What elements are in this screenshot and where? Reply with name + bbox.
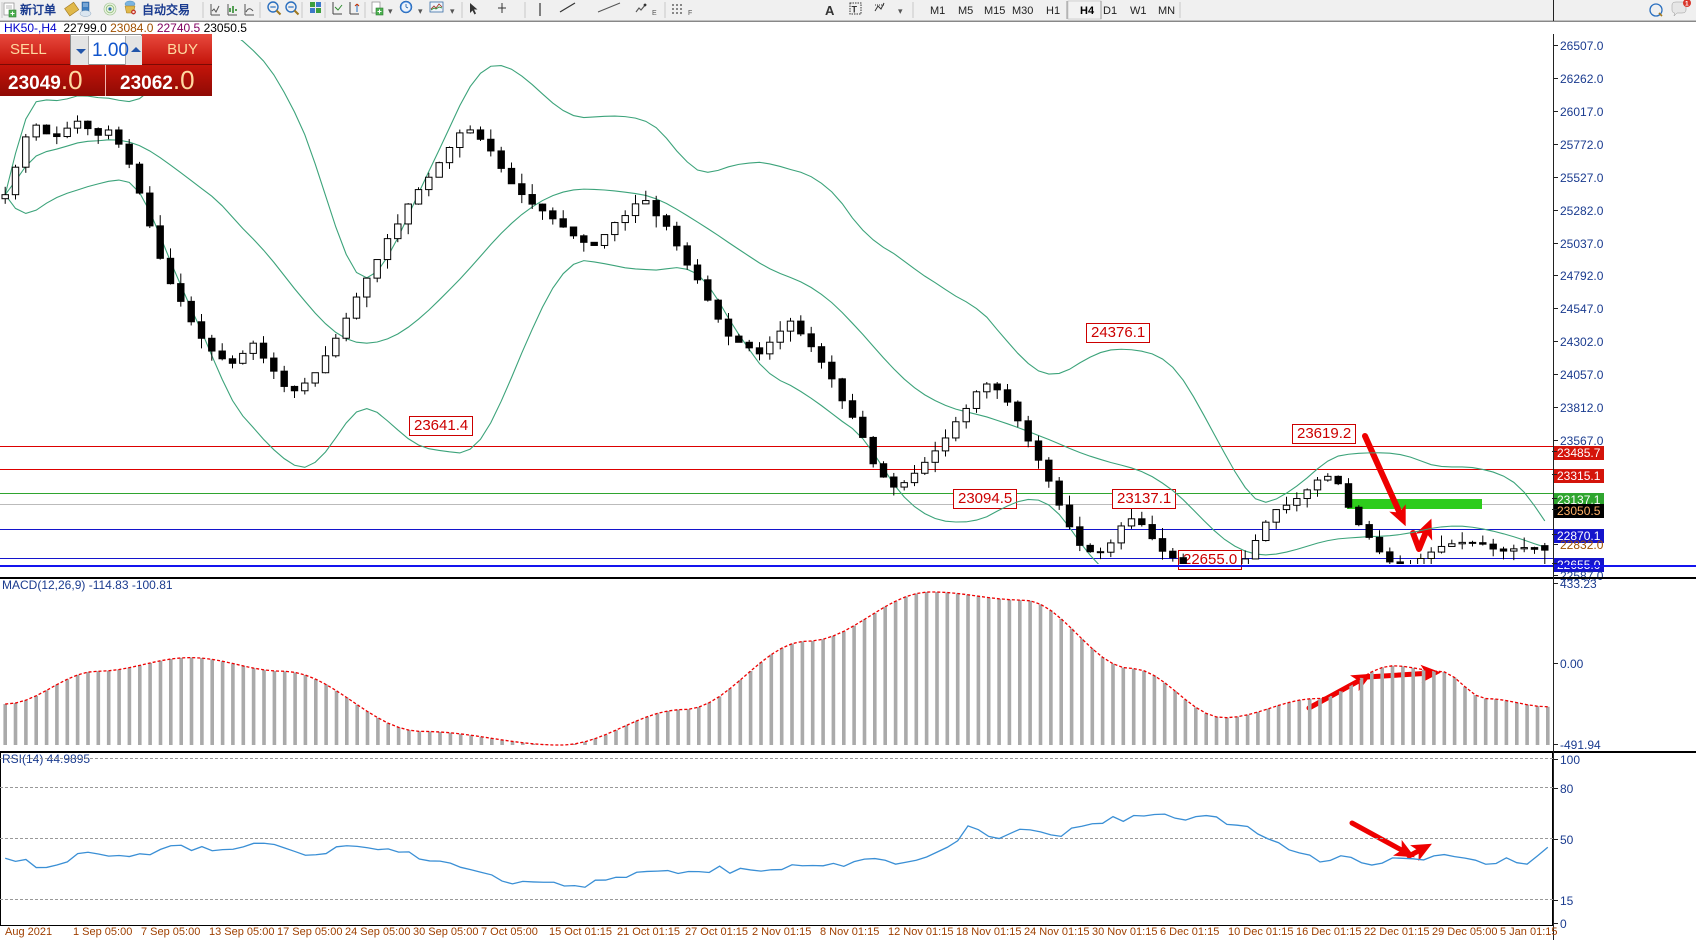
svg-text:自动交易: 自动交易 — [142, 2, 190, 17]
svg-text:M30: M30 — [1012, 5, 1033, 17]
svg-text:▾: ▾ — [418, 6, 423, 16]
svg-text:H1: H1 — [1046, 5, 1060, 17]
svg-text:M1: M1 — [930, 5, 945, 17]
svg-text:W1: W1 — [1130, 5, 1147, 17]
svg-text:新订单: 新订单 — [20, 2, 56, 17]
svg-text:F: F — [688, 10, 692, 17]
svg-text:M15: M15 — [984, 5, 1005, 17]
svg-text:A: A — [825, 3, 835, 18]
svg-text:H4: H4 — [1080, 5, 1095, 17]
svg-text:T: T — [852, 5, 858, 15]
svg-text:▾: ▾ — [450, 6, 455, 16]
svg-text:MN: MN — [1158, 5, 1175, 17]
svg-text:▾: ▾ — [388, 6, 393, 16]
svg-text:E: E — [652, 10, 657, 17]
svg-text:D1: D1 — [1103, 5, 1117, 17]
svg-text:M5: M5 — [958, 5, 973, 17]
svg-text:▾: ▾ — [898, 6, 903, 16]
